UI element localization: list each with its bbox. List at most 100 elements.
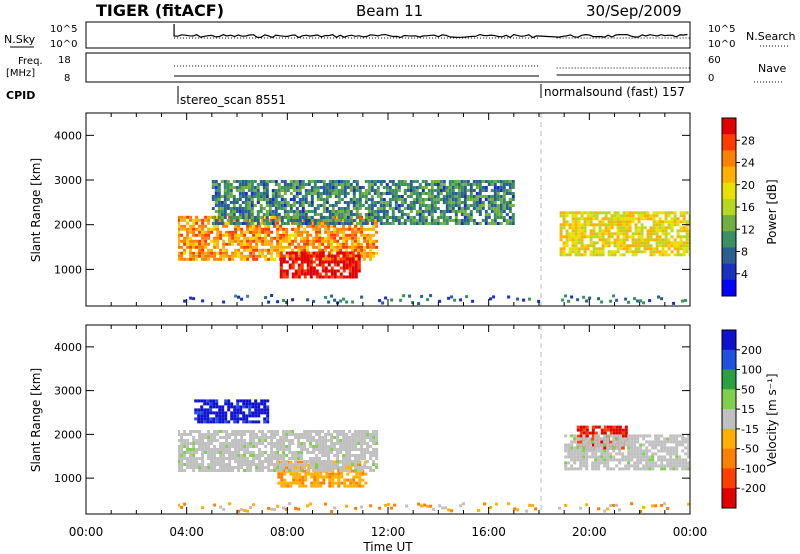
heatmap-cell: [322, 192, 326, 195]
heatmap-cell: [570, 440, 574, 444]
heatmap-cell: [403, 189, 407, 192]
heatmap-cell: [369, 242, 373, 246]
heatmap-cell: [243, 430, 247, 433]
heatmap-cell: [601, 244, 605, 248]
heatmap-cell: [418, 192, 422, 195]
colorbar-segment: [722, 215, 736, 232]
heatmap-cell: [361, 484, 365, 488]
heatmap-cell: [658, 211, 662, 215]
heatmap-cell: [357, 469, 361, 472]
heatmap-cell: [379, 207, 383, 210]
heatmap-cell: [276, 460, 280, 463]
heatmap-cell: [225, 224, 229, 228]
heatmap-cell: [375, 430, 379, 433]
heatmap-cell: [319, 180, 323, 183]
heatmap-cell: [655, 241, 659, 245]
heatmap-cell: [481, 180, 485, 183]
heatmap-cell: [266, 417, 270, 421]
heatmap-cell: [197, 411, 201, 415]
heatmap-cell: [505, 207, 509, 210]
heatmap-cell: [310, 195, 314, 198]
heatmap-cell: [418, 201, 422, 204]
heatmap-cell: [688, 235, 690, 239]
heatmap-cell: [403, 183, 407, 186]
heatmap-cell: [660, 449, 664, 453]
heatmap-cell: [583, 235, 587, 239]
heatmap-cell: [349, 201, 353, 204]
heatmap-cell: [625, 223, 629, 227]
heatmap-cell: [180, 215, 184, 219]
heatmap-cell: [330, 224, 334, 228]
heatmap-cell: [379, 180, 383, 183]
heatmap-cell: [303, 218, 307, 222]
heatmap-cell: [679, 253, 683, 257]
heatmap-cell: [382, 198, 386, 201]
heatmap-cell: [285, 269, 289, 273]
heatmap-cell: [219, 257, 223, 261]
heatmap-cell: [388, 180, 392, 183]
heatmap-cell: [310, 201, 314, 204]
heatmap-cell: [336, 227, 340, 231]
heatmap-cell: [242, 405, 246, 409]
heatmap-cell: [609, 467, 613, 471]
heatmap-cell: [622, 226, 626, 230]
heatmap-cell: [672, 440, 676, 444]
heatmap-cell: [274, 204, 278, 207]
heatmap-cell: [288, 254, 292, 258]
heatmap-cell: [276, 242, 280, 246]
heatmap-cell: [363, 245, 367, 249]
heatmap-cell: [201, 230, 205, 234]
heatmap-cell: [301, 460, 305, 464]
heatmap-cell: [337, 472, 341, 476]
heatmap-cell: [291, 248, 295, 252]
heatmap-cell: [303, 442, 307, 445]
heatmap-cell: [673, 214, 677, 218]
heatmap-cell: [658, 241, 662, 245]
heatmap-cell: [286, 189, 290, 192]
heatmap-cell: [237, 442, 241, 445]
heatmap-cell: [282, 260, 286, 264]
heatmap-cell: [379, 216, 383, 219]
heatmap-cell: [666, 446, 670, 450]
heatmap-cell: [223, 201, 227, 204]
heatmap-cell: [372, 460, 376, 463]
heatmap-cell: [672, 458, 676, 462]
heatmap-cell: [225, 221, 229, 225]
heatmap-cell: [336, 457, 340, 460]
heatmap-cell: [622, 211, 626, 215]
heatmap-cell: [612, 446, 616, 450]
heatmap-cell: [345, 233, 349, 237]
heatmap-cell: [565, 211, 569, 215]
heatmap-cell: [340, 192, 344, 195]
heatmap-cell: [648, 458, 652, 462]
heatmap-cell: [469, 204, 473, 207]
heatmap-cell: [472, 180, 476, 183]
heatmap-cell: [349, 210, 353, 213]
heatmap-cell: [445, 207, 449, 210]
heatmap-cell: [336, 463, 340, 466]
heatmap-cell: [487, 216, 491, 219]
heatmap-cell: [249, 227, 253, 231]
heatmap-cell: [562, 214, 566, 218]
heatmap-cell: [375, 463, 379, 466]
heatmap-cell: [655, 235, 659, 239]
heatmap-cell: [606, 464, 610, 468]
heatmap-cell: [394, 186, 398, 189]
heatmap-cell: [682, 241, 686, 245]
heatmap-cell: [292, 183, 296, 186]
heatmap-cell: [609, 440, 613, 444]
heatmap-cell: [612, 458, 616, 462]
heatmap-cell: [201, 506, 205, 510]
heatmap-cell: [429, 294, 433, 298]
heatmap-cell: [316, 195, 320, 198]
heatmap-cell: [400, 222, 404, 225]
heatmap-cell: [217, 192, 221, 195]
heatmap-cell: [487, 183, 491, 186]
heatmap-cell: [571, 232, 575, 236]
heatmap-cell: [388, 207, 392, 210]
heatmap-cell: [565, 214, 569, 218]
heatmap-cell: [484, 210, 488, 213]
heatmap-cell: [400, 195, 404, 198]
heatmap-cell: [200, 408, 204, 412]
heatmap-cell: [349, 484, 353, 488]
